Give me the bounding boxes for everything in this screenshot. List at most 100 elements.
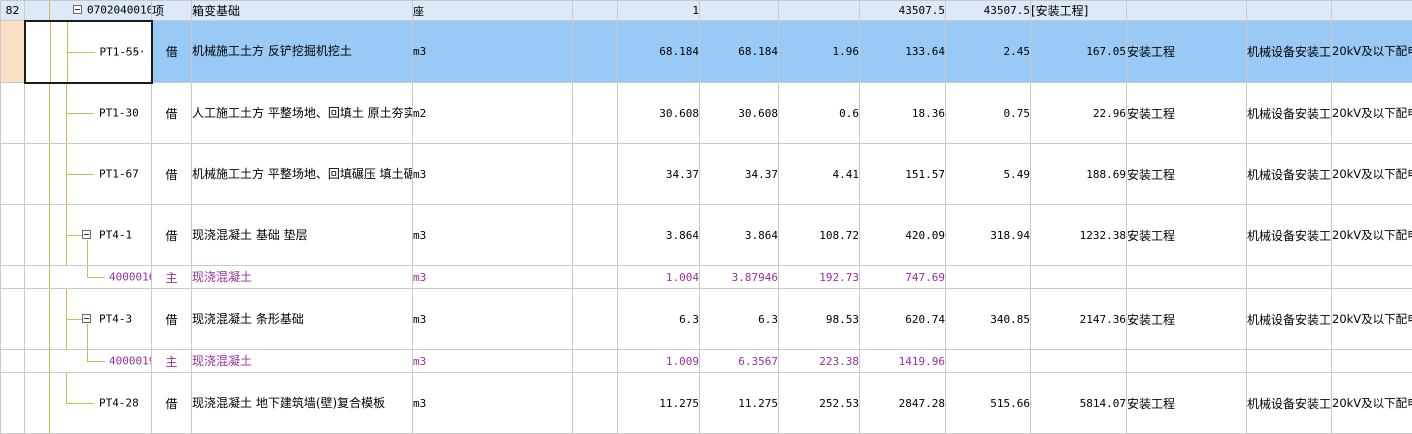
total-amount-cell: 43507.5 [946, 1, 1031, 21]
content-quantity-cell: 1.009 [618, 350, 700, 373]
item-code-cell[interactable]: PT1-67 [25, 144, 152, 205]
labor-unit-price-cell: 340.85 [946, 289, 1031, 350]
item-code: PT4-1 [99, 229, 132, 242]
work-type-cell: 机械设备安装工程 [1247, 144, 1332, 205]
labor-total-cell [1031, 350, 1127, 373]
item-name-cell[interactable]: 现浇混凝土 [192, 266, 413, 289]
total-price-cell: 1419.96 [860, 350, 946, 373]
total-price-cell: 151.57 [860, 144, 946, 205]
quota-standard-cell [1332, 350, 1412, 373]
empty-cell [1127, 1, 1247, 21]
tree-connector-line [67, 52, 95, 53]
item-code-cell[interactable]: 070204001001 [25, 1, 152, 21]
content-quantity-cell: 30.608 [618, 83, 700, 144]
total-price-cell: 420.09 [860, 205, 946, 266]
collapse-toggle-icon[interactable] [73, 5, 82, 14]
quantity-cell: 6.3567 [700, 350, 779, 373]
row-number [1, 350, 25, 373]
item-code-cell[interactable]: 4000016 [25, 266, 152, 289]
category-cell: 借 [152, 83, 192, 144]
unit-cell: m2 [413, 83, 573, 144]
item-name-cell[interactable]: 机械施工土方 平整场地、回填碾压 填土碾压 [192, 144, 413, 205]
empty-cell [573, 205, 618, 266]
tree-connector-line [87, 240, 88, 265]
item-name-cell[interactable]: 现浇混凝土 [192, 350, 413, 373]
unit-cell: m3 [413, 289, 573, 350]
tree-connector-line [49, 1, 50, 20]
item-code-cell[interactable]: PT1-55··· [25, 21, 152, 83]
total-price-cell: 747.69 [860, 266, 946, 289]
specialty-cell: 安装工程 [1127, 83, 1247, 144]
item-name-cell[interactable]: 现浇混凝土 地下建筑墙(壁)复合模板 [192, 373, 413, 434]
more-options-button[interactable]: ··· [124, 45, 147, 58]
unit-price-cell: 98.53 [779, 289, 860, 350]
total-price-cell: 43507.5 [860, 1, 946, 21]
category-cell: 主 [152, 350, 192, 373]
collapse-toggle-icon[interactable] [82, 314, 91, 323]
labor-unit-price-cell [946, 350, 1031, 373]
labor-unit-price-cell: 0.75 [946, 83, 1031, 144]
tree-connector-line [87, 350, 88, 361]
work-type-cell [1247, 350, 1332, 373]
labor-unit-price-cell [946, 266, 1031, 289]
labor-total-cell: 167.05 [1031, 21, 1127, 83]
tree-connector-line [66, 113, 94, 114]
empty-cell [573, 1, 618, 21]
category-cell: 借 [152, 289, 192, 350]
quota-standard-cell: 20kV及以下配电网工程建设预算定额(2016) [1332, 144, 1412, 205]
labor-unit-price-cell: 2.45 [946, 21, 1031, 83]
quota-standard-cell: 20kV及以下配电网工程建设预算定额(2016) [1332, 373, 1412, 434]
total-price-cell: 2847.28 [860, 373, 946, 434]
item-name-cell[interactable]: 现浇混凝土 基础 垫层 [192, 205, 413, 266]
unit-cell: m3 [413, 21, 573, 83]
unit-cell: m3 [413, 373, 573, 434]
empty-cell [700, 1, 779, 21]
unit-cell: m3 [413, 144, 573, 205]
quantity-cell: 6.3 [700, 289, 779, 350]
parent-item-row[interactable]: 82070204001001项箱变基础座143507.543507.5[安装工程… [1, 1, 1412, 21]
item-code-cell[interactable]: PT4-1 [25, 205, 152, 266]
unit-cell: m3 [413, 350, 573, 373]
item-code-cell[interactable]: PT1-30 [25, 83, 152, 144]
quantity-cell: 11.275 [700, 373, 779, 434]
tree-connector-line [49, 144, 50, 204]
quantity-cell: 68.184 [700, 21, 779, 83]
item-name-cell[interactable]: 人工施工土方 平整场地、回填土 原土夯实 [192, 83, 413, 144]
tree-connector-line [66, 373, 67, 403]
item-name-cell[interactable]: 现浇混凝土 条形基础 [192, 289, 413, 350]
item-name-cell[interactable]: 机械施工土方 反铲挖掘机挖土 [192, 21, 413, 83]
unit-price-cell: 192.73 [779, 266, 860, 289]
content-quantity-cell: 11.275 [618, 373, 700, 434]
tree-connector-line [87, 361, 105, 362]
labor-total-cell: 5814.07 [1031, 373, 1127, 434]
quantity-cell: 3.864 [700, 205, 779, 266]
labor-total-cell: 1232.38 [1031, 205, 1127, 266]
item-name-cell[interactable]: 箱变基础 [192, 1, 413, 21]
item-code-cell[interactable]: PT4-3 [25, 289, 152, 350]
unit-price-cell: 0.6 [779, 83, 860, 144]
unit-cell: m3 [413, 266, 573, 289]
unit-price-cell: 4.41 [779, 144, 860, 205]
work-type-cell: 机械设备安装工程 [1247, 83, 1332, 144]
item-code-cell[interactable]: 4000019 [25, 350, 152, 373]
specialty-cell: 安装工程 [1127, 289, 1247, 350]
specialty-cell: 安装工程 [1127, 21, 1247, 83]
item-code: PT1-30 [99, 107, 139, 120]
collapse-toggle-icon[interactable] [82, 230, 91, 239]
unit-price-cell: 223.38 [779, 350, 860, 373]
specialty-cell [1127, 350, 1247, 373]
category-cell: 主 [152, 266, 192, 289]
category-cell: 借 [152, 144, 192, 205]
unit-cell: 座 [413, 1, 573, 21]
item-code-cell[interactable]: PT4-28 [25, 373, 152, 434]
work-type-cell: 机械设备安装工程 [1247, 289, 1332, 350]
item-code: PT4-28 [99, 397, 139, 410]
